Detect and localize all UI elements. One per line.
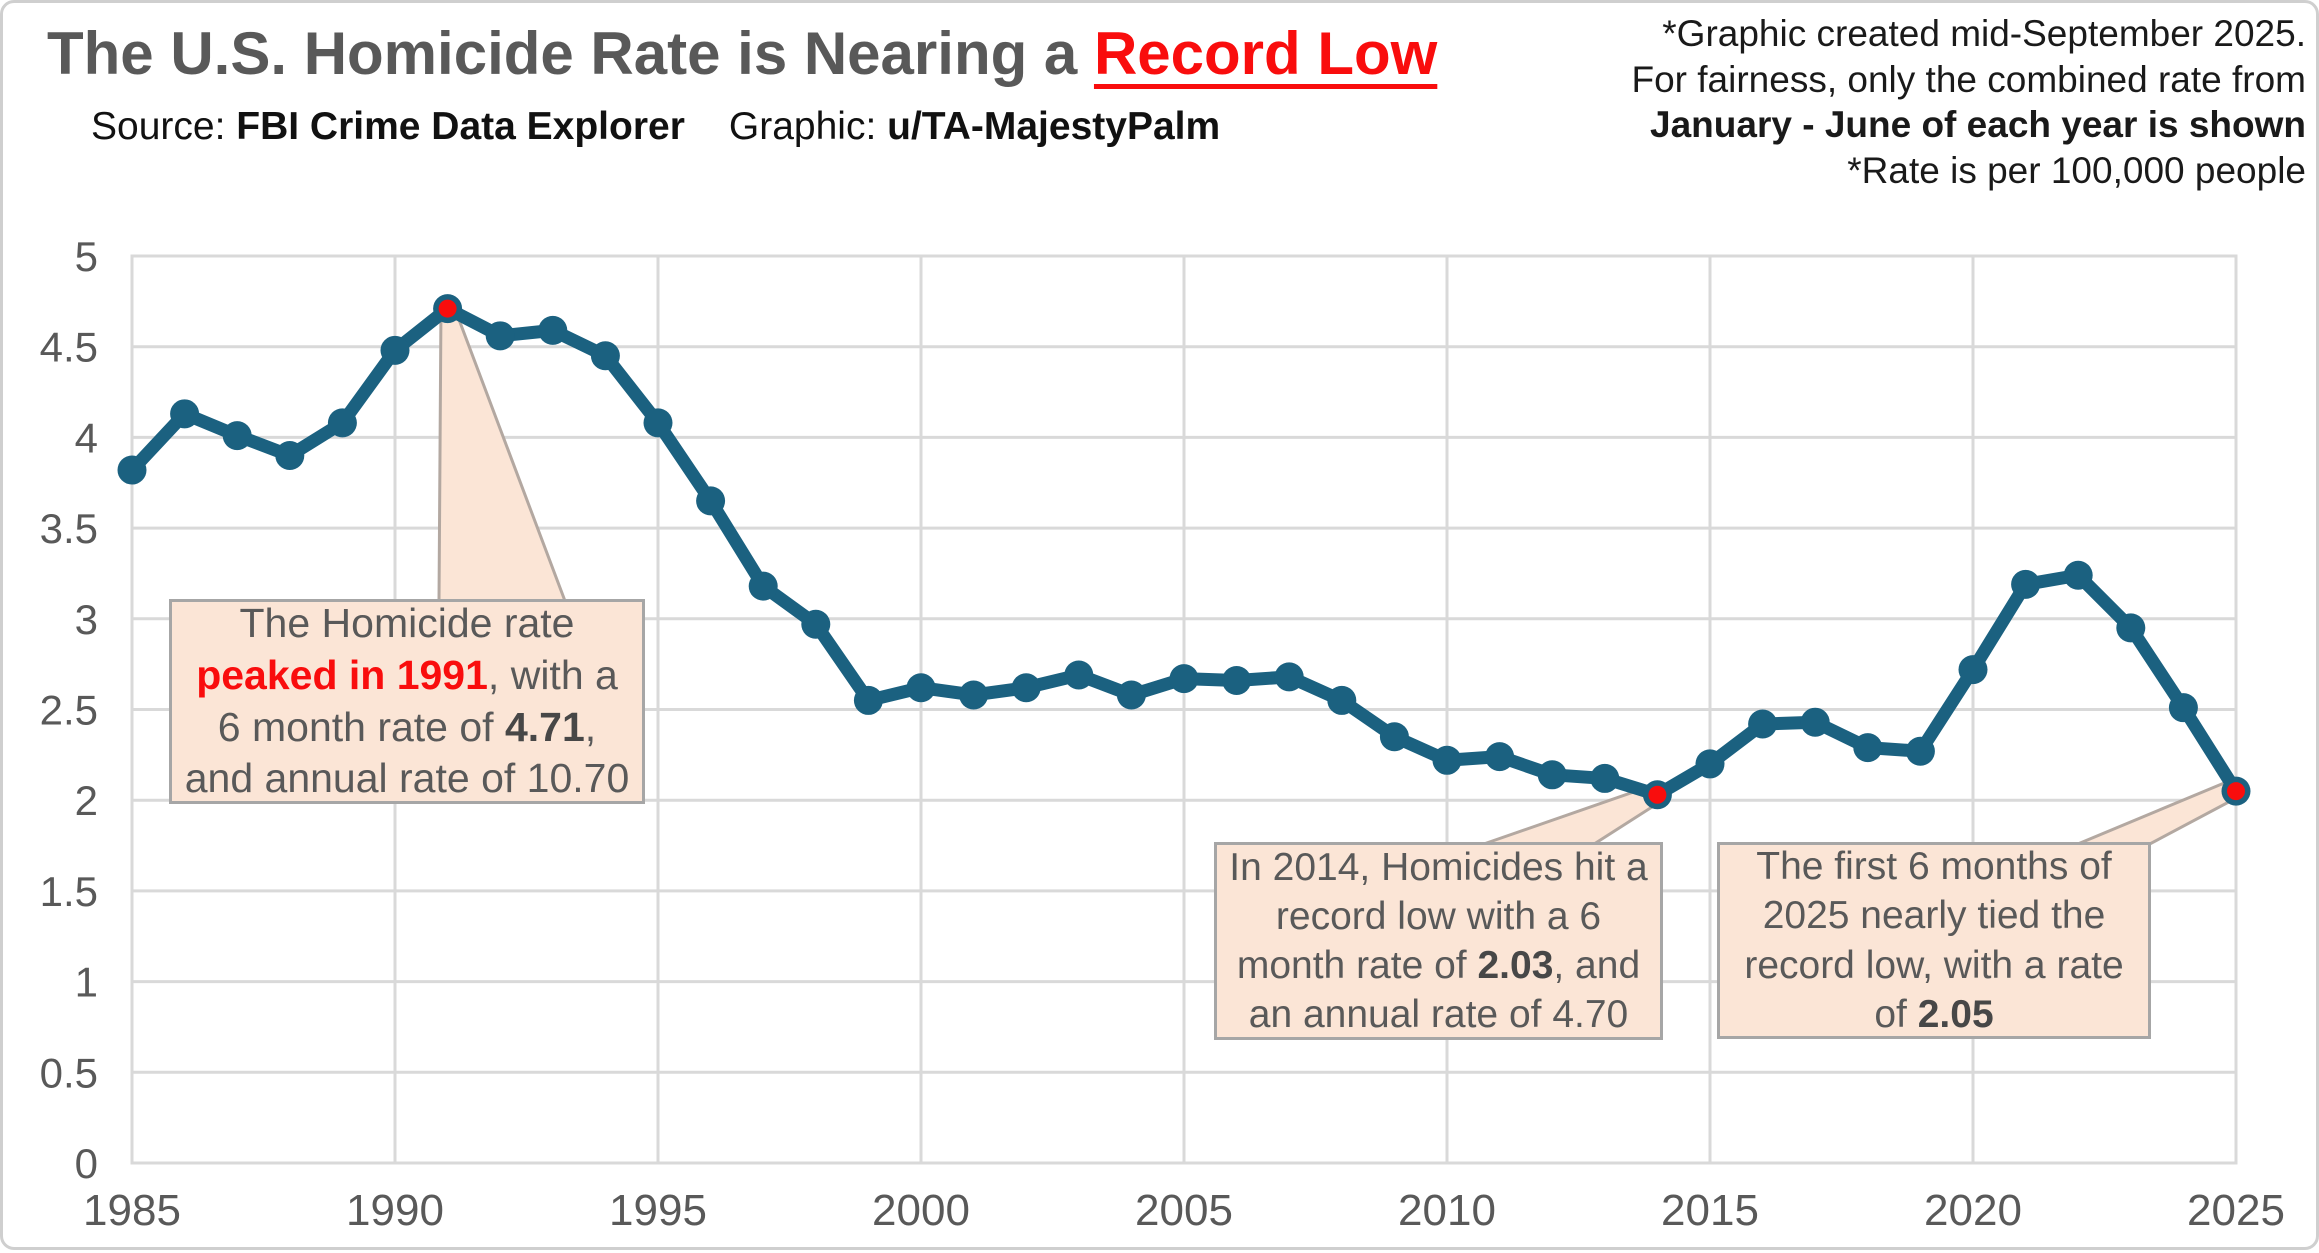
title-main: The U.S. Homicide Rate is Nearing a — [47, 20, 1094, 87]
annotation-1991-peak: The Homicide rate peaked in 1991, with a… — [169, 599, 645, 804]
data-point-1987 — [222, 421, 252, 451]
x-tick-label: 1995 — [609, 1186, 707, 1235]
callout-pointer-layer — [437, 303, 2245, 848]
callout-pointer-2014 — [1477, 785, 1666, 848]
annotation-text: In 2014, Homicides hit a record low with… — [1229, 845, 1648, 987]
x-tick-label: 1990 — [346, 1186, 444, 1235]
footnote-line-1: *Graphic created mid-September 2025. — [1662, 13, 2306, 54]
page-title: The U.S. Homicide Rate is Nearing a Reco… — [47, 19, 1437, 88]
data-point-1996 — [696, 486, 726, 516]
line-chart: 0 0.5 1 1.5 2 2.5 3 3.5 4 4.5 5 1985 1990 1995 2000 200… — [40, 233, 2285, 1235]
data-point-2012 — [1537, 760, 1567, 790]
highlighted-data-point-1991 — [438, 299, 457, 318]
data-point-2010 — [1432, 745, 1462, 775]
y-tick-label: 3.5 — [40, 505, 98, 552]
data-point-1988 — [275, 441, 305, 471]
annotation-text: , with a 6 month rate of — [217, 651, 618, 750]
footnote-line-3: January - June of each year is shown — [1650, 104, 2306, 145]
annotation-value: 2.03 — [1477, 944, 1554, 987]
y-tick-label: 1.5 — [40, 868, 98, 915]
data-point-1986 — [170, 399, 200, 429]
data-point-1993 — [538, 315, 568, 345]
data-point-1997 — [748, 571, 778, 601]
y-tick-label: 4.5 — [40, 324, 98, 371]
data-point-2005 — [1169, 664, 1199, 694]
annotation-value: 2.05 — [1917, 992, 1994, 1036]
data-point-1998 — [801, 609, 831, 639]
series-layer — [117, 294, 2251, 810]
annotation-text: The Homicide rate — [239, 600, 575, 647]
data-point-2024 — [2168, 693, 2198, 723]
data-point-1992 — [485, 321, 515, 351]
title-highlight: Record Low — [1093, 20, 1438, 87]
source-label: Source: — [91, 105, 226, 148]
graphic-label: Graphic: — [728, 105, 877, 148]
y-tick-label: 3 — [75, 596, 98, 643]
data-point-2015 — [1695, 749, 1725, 779]
data-point-2008 — [1327, 685, 1357, 715]
annotation-2025-near-record: The first 6 months of 2025 nearly tied t… — [1717, 842, 2151, 1039]
y-tick-label: 5 — [75, 233, 98, 280]
x-tick-label: 2005 — [1135, 1186, 1233, 1235]
data-point-1985 — [117, 455, 147, 485]
data-point-2007 — [1274, 662, 1304, 692]
data-point-2004 — [1116, 680, 1146, 710]
data-point-1989 — [327, 408, 357, 438]
footnote-line-2: For fairness, only the combined rate fro… — [1631, 58, 2306, 100]
highlighted-data-point-2025 — [2227, 782, 2245, 801]
data-point-1995 — [643, 408, 673, 438]
data-point-2018 — [1853, 733, 1883, 763]
data-point-2006 — [1222, 665, 1252, 695]
x-tick-label: 2010 — [1398, 1186, 1496, 1235]
graphic-value: u/TA-MajestyPalm — [887, 105, 1221, 148]
data-point-2009 — [1379, 722, 1409, 752]
data-point-2011 — [1485, 742, 1515, 772]
data-point-1990 — [380, 335, 410, 365]
data-point-2021 — [2011, 569, 2041, 599]
x-tick-label: 2000 — [872, 1186, 970, 1235]
annotation-text: The first 6 months of 2025 nearly tied t… — [1744, 845, 2124, 1036]
source-line: Source: FBI Crime Data Explorer Graphic: … — [91, 105, 1220, 149]
y-tick-label: 2.5 — [40, 687, 98, 734]
data-point-1999 — [853, 685, 883, 715]
x-tick-label: 1985 — [83, 1186, 181, 1235]
highlighted-data-point-2014 — [1648, 785, 1667, 804]
annotation-text: , and annual rate of 10.70 — [184, 703, 630, 802]
data-point-2022 — [2063, 560, 2093, 590]
annotation-value: 4.71 — [504, 703, 585, 750]
footnote-line-4: *Rate is per 100,000 people — [1847, 149, 2306, 191]
data-point-2019 — [1905, 736, 1935, 766]
y-tick-label: 1 — [75, 959, 98, 1006]
annotation-text: , and an annual rate of 4.70 — [1248, 944, 1641, 1037]
plot-border — [130, 254, 2238, 1165]
data-point-2000 — [906, 673, 936, 703]
data-point-2023 — [2116, 613, 2146, 643]
callout-pointer-2025 — [2072, 779, 2245, 848]
y-tick-label: 4 — [75, 414, 98, 461]
footnote: *Graphic created mid-September 2025. For… — [1631, 11, 2306, 193]
y-tick-label: 0 — [75, 1140, 98, 1187]
annotation-red-text: peaked in 1991 — [196, 651, 488, 698]
y-tick-label: 2 — [75, 777, 98, 824]
data-point-2013 — [1590, 763, 1620, 793]
data-point-2016 — [1748, 709, 1778, 739]
x-tick-label: 2025 — [2187, 1186, 2285, 1235]
x-tick-label: 2020 — [1924, 1186, 2022, 1235]
data-point-1994 — [590, 341, 620, 371]
data-point-2002 — [1011, 673, 1041, 703]
data-point-2003 — [1064, 660, 1094, 690]
annotation-2014-record-low: In 2014, Homicides hit a record low with… — [1214, 842, 1663, 1040]
y-tick-label: 0.5 — [40, 1049, 98, 1096]
source-value: FBI Crime Data Explorer — [236, 105, 685, 148]
data-point-2017 — [1800, 707, 1830, 737]
data-point-2001 — [959, 680, 989, 710]
x-tick-label: 2015 — [1661, 1186, 1759, 1235]
data-point-2020 — [1958, 655, 1988, 685]
